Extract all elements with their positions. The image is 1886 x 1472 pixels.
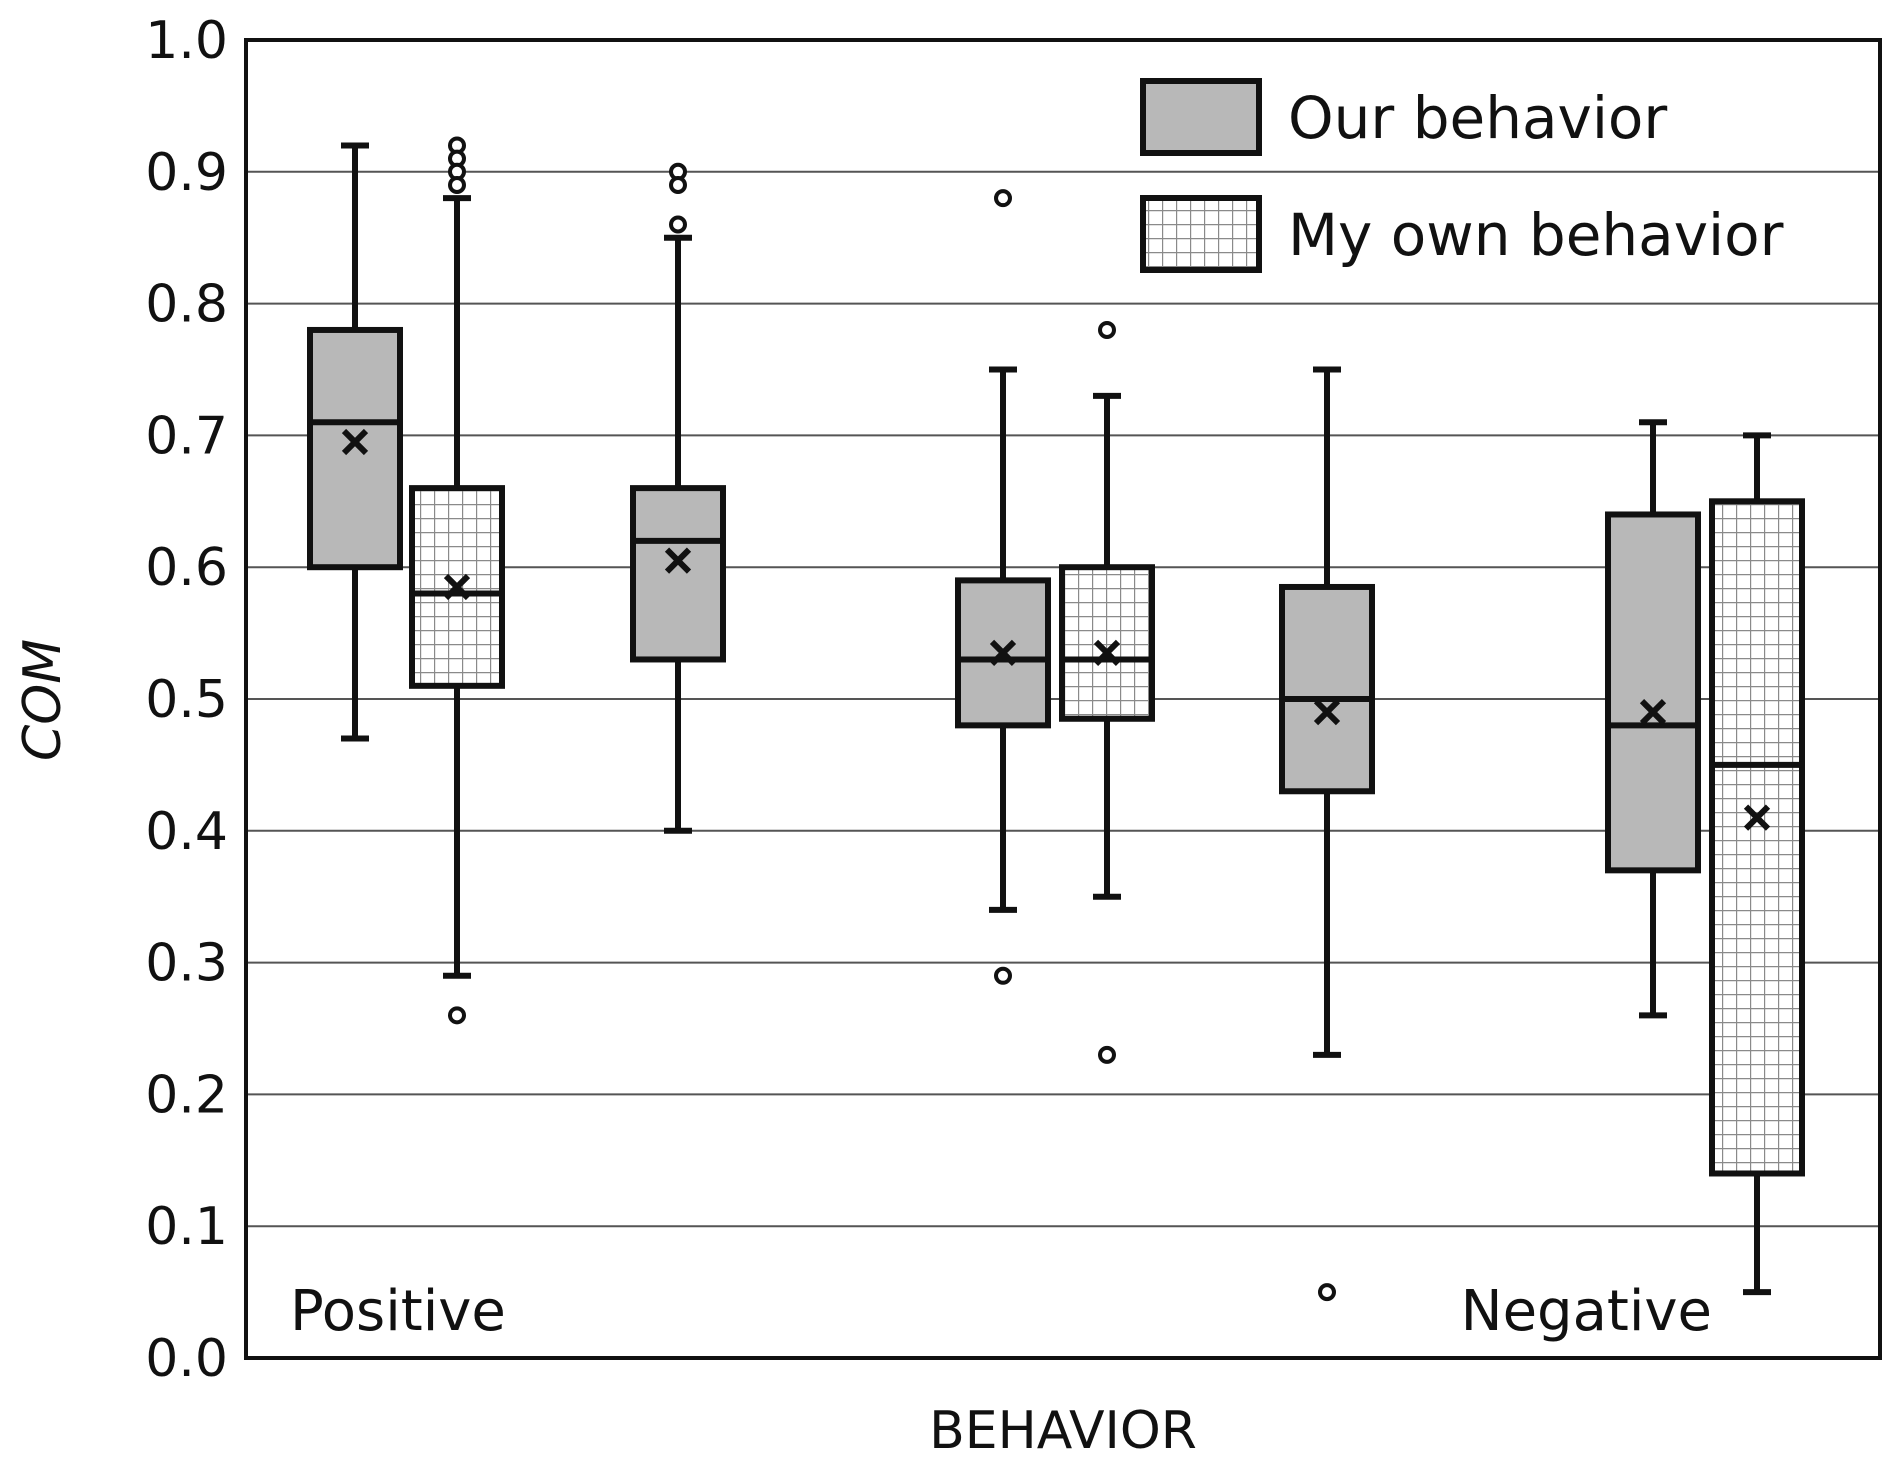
- mean-marker: [1639, 699, 1667, 726]
- box-body: [307, 326, 403, 571]
- box-6: [1279, 366, 1375, 1302]
- plot-frame: [244, 38, 1882, 1360]
- box-5: [1059, 320, 1155, 1064]
- box-7: [1605, 419, 1701, 1019]
- legend-label-our-behavior: Our behavior: [1288, 84, 1667, 152]
- mean-marker: [443, 573, 471, 601]
- box-body: [1709, 498, 1805, 1177]
- outlier-point: [669, 215, 687, 234]
- y-tick-label: 0.7: [145, 406, 228, 466]
- x-axis-label: BEHAVIOR: [929, 1401, 1197, 1461]
- outlier-point: [1098, 1045, 1116, 1064]
- annotation-positive: Positive: [290, 1279, 506, 1344]
- mean-marker: [341, 428, 369, 456]
- legend-swatch-our-behavior: [1140, 78, 1262, 156]
- box-series: [307, 136, 1805, 1302]
- y-tick-label: 0.0: [145, 1329, 228, 1389]
- legend-label-my-own-behavior: My own behavior: [1288, 201, 1784, 269]
- y-tick-label: 0.2: [145, 1065, 228, 1125]
- legend[interactable]: Our behavior My own behavior: [1140, 78, 1784, 273]
- y-tick-label: 1.0: [145, 11, 228, 71]
- box-body: [1605, 511, 1701, 874]
- y-tick-label: 0.9: [145, 143, 228, 203]
- mean-marker: [1093, 639, 1121, 666]
- box-8: [1709, 432, 1805, 1296]
- box-3: [630, 162, 726, 834]
- outlier-point: [994, 189, 1012, 208]
- y-tick-label: 0.6: [145, 538, 228, 598]
- y-tick-label: 0.3: [145, 934, 228, 994]
- outlier-point: [448, 175, 466, 194]
- box-body: [630, 485, 726, 663]
- outlier-point: [1098, 320, 1116, 339]
- box-body: [1279, 583, 1375, 795]
- y-tick-label: 0.5: [145, 670, 228, 730]
- mean-marker: [664, 547, 692, 574]
- mean-marker: [1313, 699, 1341, 726]
- outlier-point: [994, 966, 1012, 985]
- y-axis-label: COM: [13, 639, 73, 761]
- outlier-point: [448, 1006, 466, 1025]
- legend-swatch-my-own-behavior: [1140, 195, 1262, 273]
- y-tick-label: 0.8: [145, 275, 228, 335]
- outlier-point: [669, 175, 687, 194]
- box-body: [1059, 564, 1155, 722]
- mean-marker: [989, 639, 1017, 666]
- y-tick-label: 0.4: [145, 802, 228, 862]
- y-axis-ticks: 0.0 0.1 0.2 0.3 0.4 0.5 0.6 0.7 0.8 0.9 1.0: [145, 11, 228, 1389]
- y-tick-label: 0.1: [145, 1197, 228, 1257]
- mean-marker: [1743, 804, 1771, 831]
- box-4: [955, 189, 1051, 985]
- box-1: [307, 142, 403, 742]
- box-2: [409, 136, 505, 1025]
- outlier-point: [1318, 1283, 1336, 1302]
- annotation-negative: Negative: [1461, 1279, 1712, 1344]
